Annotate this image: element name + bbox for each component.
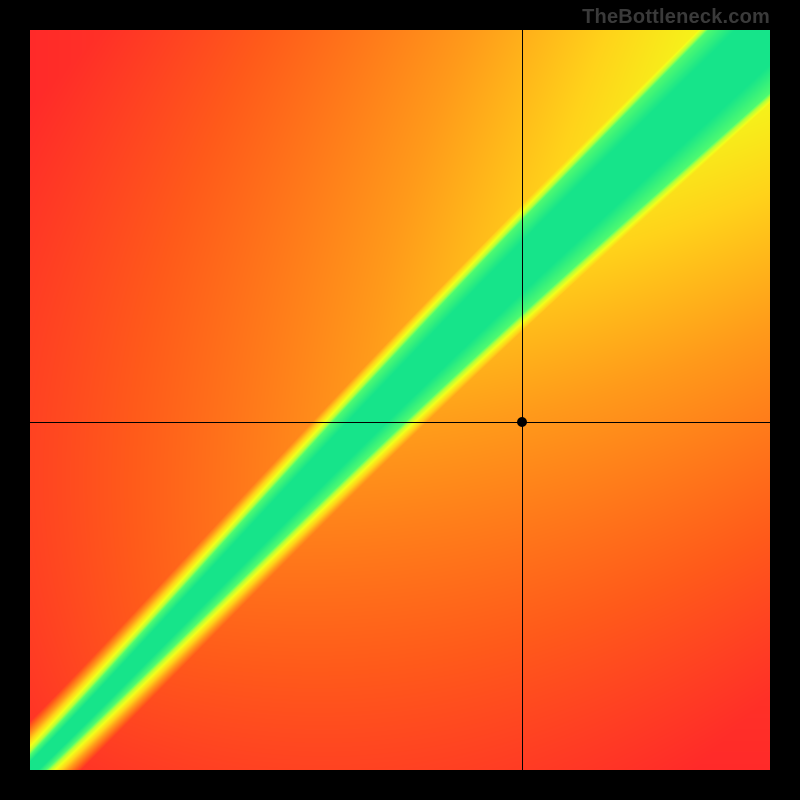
crosshair-vertical <box>522 30 523 770</box>
crosshair-horizontal <box>30 422 770 423</box>
crosshair-marker <box>517 417 527 427</box>
heatmap-canvas <box>30 30 770 770</box>
chart-frame <box>30 30 770 770</box>
watermark-text: TheBottleneck.com <box>582 6 770 29</box>
